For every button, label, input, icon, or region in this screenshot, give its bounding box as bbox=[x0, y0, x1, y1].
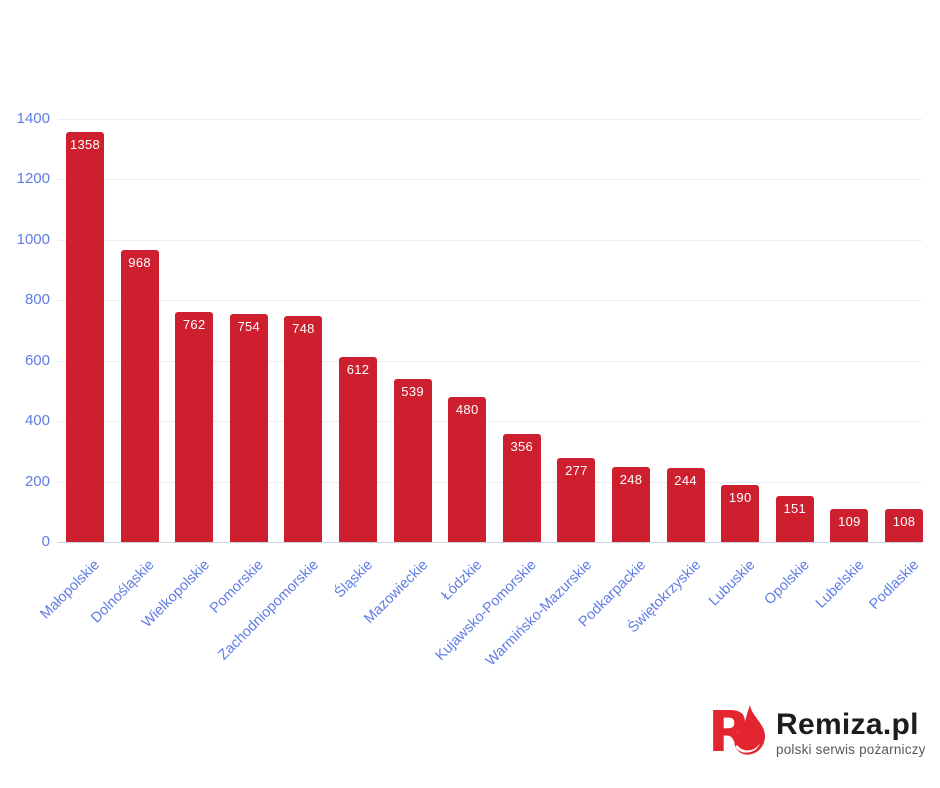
y-axis-tick-label: 600 bbox=[24, 351, 50, 369]
x-axis-category-label: Warmińsko-Mazurskie bbox=[482, 557, 595, 670]
bar: 151 bbox=[775, 496, 814, 542]
gridline bbox=[58, 239, 922, 241]
bar: 244 bbox=[666, 468, 705, 542]
bar-value-label: 539 bbox=[401, 384, 424, 400]
x-axis-category-label: Podlaskie bbox=[866, 557, 923, 613]
bar-value-label: 1358 bbox=[69, 136, 101, 152]
gridline bbox=[58, 179, 922, 181]
gridline bbox=[58, 119, 922, 120]
bar-value-label: 754 bbox=[237, 319, 261, 335]
bar-value-label: 248 bbox=[619, 472, 643, 488]
flame-r-icon: R bbox=[708, 700, 768, 765]
bar-value-label: 480 bbox=[455, 401, 479, 417]
x-axis-category-label: Opolskie bbox=[761, 557, 814, 609]
x-axis-category-label: Lubuskie bbox=[706, 557, 759, 610]
y-axis-tick-label: 1400 bbox=[16, 110, 50, 127]
bar: 612 bbox=[339, 357, 377, 542]
bar: 480 bbox=[448, 396, 487, 542]
bar-value-label: 968 bbox=[128, 254, 151, 270]
x-axis-category-label: Łódzkie bbox=[438, 557, 486, 604]
gridline bbox=[58, 481, 922, 483]
bar: 539 bbox=[393, 379, 432, 542]
y-axis-tick-label: 0 bbox=[41, 533, 50, 550]
brand-tagline: polski serwis pożarniczy bbox=[776, 741, 926, 757]
y-axis-tick-label: 1200 bbox=[16, 170, 50, 188]
x-axis-category-label: Śląskie bbox=[331, 557, 377, 602]
bar-value-label: 244 bbox=[674, 473, 697, 489]
x-axis-category-label: Lubelskie bbox=[813, 557, 868, 612]
bar-value-label: 612 bbox=[346, 362, 370, 378]
bar: 108 bbox=[885, 509, 923, 542]
brand-name: Remiza.pl bbox=[776, 707, 919, 741]
bar-value-label: 190 bbox=[728, 489, 752, 505]
bar: 754 bbox=[229, 314, 268, 542]
y-axis-tick-label: 800 bbox=[24, 291, 50, 309]
bar-value-label: 151 bbox=[783, 501, 807, 517]
bar: 277 bbox=[557, 458, 596, 542]
bar-value-label: 109 bbox=[838, 514, 861, 530]
x-axis-line bbox=[58, 542, 922, 543]
bar: 762 bbox=[175, 311, 214, 542]
bar-value-label: 108 bbox=[892, 514, 916, 530]
bar: 109 bbox=[830, 509, 869, 542]
bar-value-label: 356 bbox=[510, 439, 534, 455]
bar: 190 bbox=[721, 484, 760, 542]
bar-value-label: 277 bbox=[565, 463, 588, 479]
y-axis-tick-label: 400 bbox=[24, 412, 50, 430]
bar: 356 bbox=[502, 434, 541, 542]
bar: 1358 bbox=[66, 131, 104, 542]
brand-logo: R Remiza.pl polski serwis pożarniczy bbox=[708, 700, 926, 765]
bar-value-label: 748 bbox=[292, 320, 315, 336]
bar: 968 bbox=[120, 249, 159, 542]
gridline bbox=[58, 360, 922, 362]
x-axis-category-label: Kujawsko-Pomorskie bbox=[433, 557, 541, 665]
y-axis-tick-label: 200 bbox=[24, 472, 50, 490]
x-axis-category-label: Zachodniopomorskie bbox=[215, 557, 322, 664]
bar: 748 bbox=[284, 315, 323, 542]
bar-value-label: 762 bbox=[182, 316, 206, 332]
y-axis-tick-label: 1000 bbox=[16, 230, 50, 248]
gridline bbox=[58, 421, 922, 423]
bar: 248 bbox=[612, 467, 650, 542]
gridline bbox=[58, 300, 922, 302]
